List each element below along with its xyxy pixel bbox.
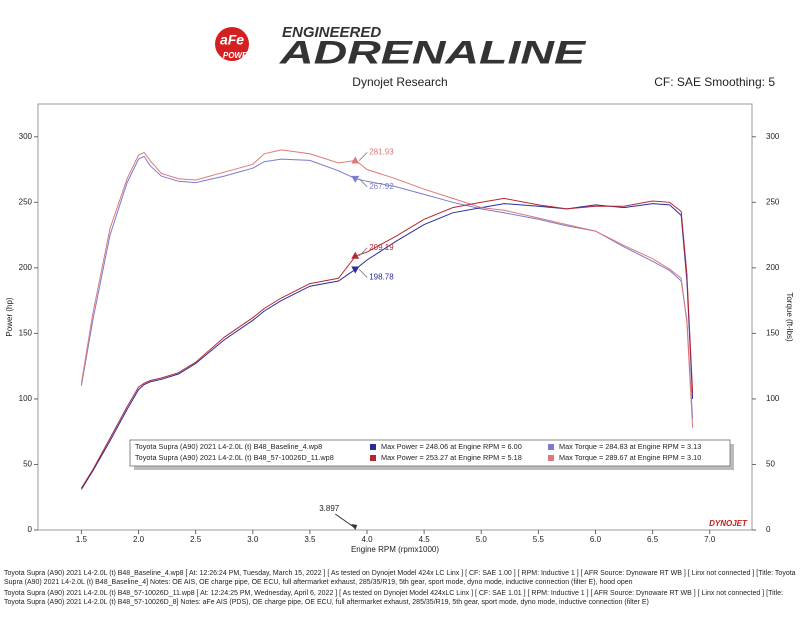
legend-swatch bbox=[548, 455, 554, 461]
settings: CF: SAE Smoothing: 5 bbox=[654, 75, 775, 89]
cursor-arrow bbox=[334, 513, 356, 529]
y2-tick-label: 300 bbox=[766, 132, 780, 141]
legend-max-power: Max Power = 253.27 at Engine RPM = 5.18 bbox=[381, 453, 522, 462]
y-tick-label: 150 bbox=[19, 328, 33, 337]
tagline-top: ENGINEERED bbox=[282, 24, 381, 41]
y2-tick-label: 100 bbox=[766, 394, 780, 403]
legend-swatch bbox=[370, 455, 376, 461]
torque-line bbox=[80, 155, 694, 419]
legend-swatch bbox=[548, 444, 554, 450]
cursor-value: 209.19 bbox=[369, 243, 394, 252]
y-tick-label: 300 bbox=[19, 132, 33, 141]
y2-tick-label: 250 bbox=[766, 197, 780, 206]
legend-swatch bbox=[370, 444, 376, 450]
legend bbox=[129, 439, 731, 467]
x-tick-label: 3.5 bbox=[304, 535, 316, 544]
torque-line bbox=[80, 149, 694, 428]
y2-tick-label: 50 bbox=[766, 460, 775, 469]
cursor-leader bbox=[358, 247, 368, 257]
y-tick-label: 50 bbox=[23, 460, 32, 469]
cursor-arrowhead bbox=[351, 524, 358, 530]
cursor-value: 198.78 bbox=[369, 273, 394, 282]
brand: aFe bbox=[220, 32, 244, 48]
x-tick-label: 2.0 bbox=[133, 535, 145, 544]
x-tick-label: 2.5 bbox=[190, 535, 202, 544]
x-tick-label: 5.5 bbox=[533, 535, 545, 544]
x-tick-label: 4.5 bbox=[419, 535, 431, 544]
cursor-leader bbox=[358, 178, 368, 188]
cursor-label: 3.897 bbox=[319, 504, 340, 513]
footnote: Toyota Supra (A90) 2021 L4-2.0L (t) B48_… bbox=[4, 570, 796, 586]
x-tick-label: 6.0 bbox=[590, 535, 602, 544]
x-tick-label: 7.0 bbox=[704, 535, 716, 544]
x-axis-title: Engine RPM (rpmx1000) bbox=[351, 545, 439, 554]
cursor-marker bbox=[351, 251, 360, 259]
cursor-leader bbox=[358, 152, 368, 161]
legend-max-torque: Max Torque = 284.83 at Engine RPM = 3.13 bbox=[559, 442, 701, 451]
y2-tick-label: 0 bbox=[766, 525, 771, 534]
legend-label: Toyota Supra (A90) 2021 L4-2.0L (t) B48_… bbox=[135, 453, 334, 462]
y-axis-title: Power (hp) bbox=[5, 297, 14, 336]
x-tick-label: 6.5 bbox=[647, 535, 659, 544]
brand-sub: POWER bbox=[223, 51, 253, 60]
company: Dynojet Research bbox=[352, 75, 447, 89]
y2-tick-label: 150 bbox=[766, 328, 780, 337]
x-tick-label: 3.0 bbox=[247, 535, 259, 544]
cursor-marker bbox=[351, 266, 360, 274]
y-tick-label: 250 bbox=[19, 197, 33, 206]
tagline: ADRENALINE bbox=[279, 34, 588, 70]
dynojet-logo: DYNOJET bbox=[709, 519, 748, 528]
legend-max-power: Max Power = 248.06 at Engine RPM = 6.00 bbox=[381, 442, 522, 451]
cursor-value: 267.92 bbox=[369, 182, 394, 191]
x-tick-label: 1.5 bbox=[76, 535, 88, 544]
cursor-marker bbox=[351, 175, 360, 183]
x-tick-label: 4.0 bbox=[361, 535, 373, 544]
logo-badge bbox=[215, 27, 249, 61]
cursor-leader bbox=[358, 269, 368, 278]
y2-axis-title: Torque (ft-lbs) bbox=[785, 292, 794, 342]
y-tick-label: 100 bbox=[19, 394, 33, 403]
power-line bbox=[80, 203, 694, 490]
legend-max-torque: Max Torque = 289.67 at Engine RPM = 3.10 bbox=[559, 453, 701, 462]
legend-label: Toyota Supra (A90) 2021 L4-2.0L (t) B48_… bbox=[135, 442, 322, 451]
footnote: Toyota Supra (A90) 2021 L4-2.0L (t) B48_… bbox=[4, 590, 783, 606]
power-line bbox=[80, 197, 694, 489]
y-tick-label: 0 bbox=[28, 525, 33, 534]
cursor-marker bbox=[351, 156, 360, 164]
y-tick-label: 200 bbox=[19, 263, 33, 272]
cursor-value: 281.93 bbox=[369, 148, 394, 157]
chart: aFe POWER ENGINEERED ADRENALINE Dynojet … bbox=[5, 24, 794, 554]
y2-tick-label: 200 bbox=[766, 263, 780, 272]
x-tick-label: 5.0 bbox=[476, 535, 488, 544]
